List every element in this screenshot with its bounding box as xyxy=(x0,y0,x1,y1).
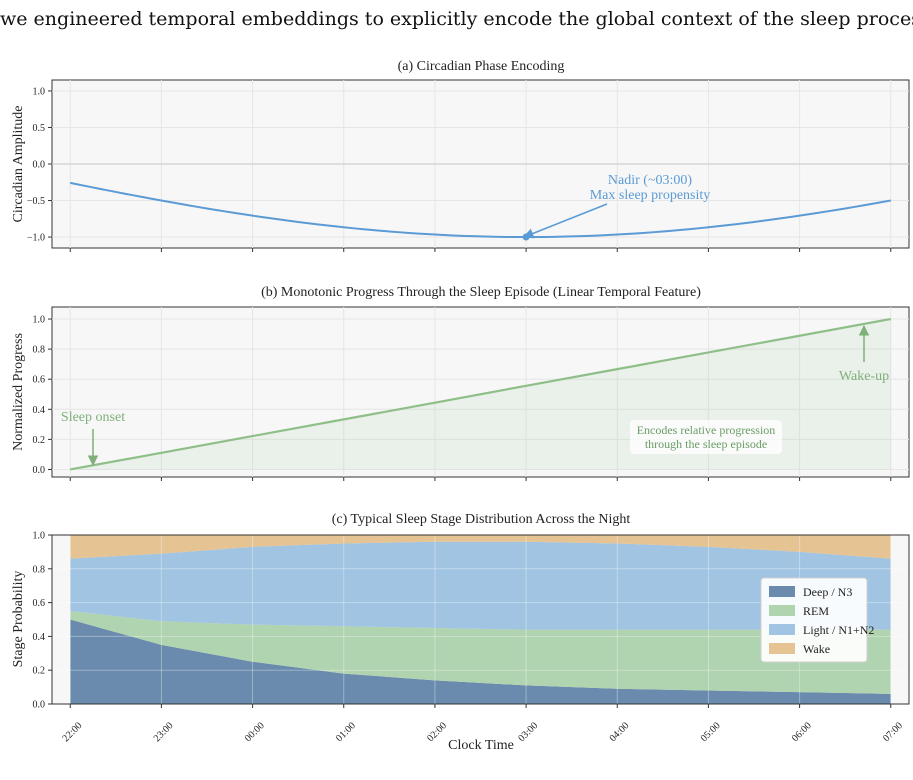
y-tick-label: 0.0 xyxy=(33,700,46,711)
nadir-arrow xyxy=(523,203,608,239)
x-tick-label: 05:00 xyxy=(699,720,723,744)
sleep-onset-label: Sleep onset xyxy=(61,410,125,425)
panel-c-stacked-areas xyxy=(70,535,891,704)
panel-c-ylabel: Stage Probability xyxy=(11,571,26,668)
panel-c: (c) Typical Sleep Stage Distribution Acr… xyxy=(11,512,910,753)
panel-b-y-ticks: 0.0 0.2 0.4 0.6 0.8 1.0 xyxy=(33,315,52,476)
legend-label: Light / N1+N2 xyxy=(803,623,874,637)
y-tick-label: 1.0 xyxy=(33,315,46,326)
x-tick-label: 04:00 xyxy=(608,720,632,744)
panel-c-legend: Deep / N3 REM Light / N1+N2 Wake xyxy=(760,577,874,663)
y-tick-label: 0.4 xyxy=(33,405,46,416)
y-tick-label: 0.2 xyxy=(33,666,46,677)
x-tick-label: 23:00 xyxy=(152,720,176,744)
legend-label: Wake xyxy=(803,642,830,656)
stage-area-deep-n3 xyxy=(70,619,891,704)
x-tick-label: 00:00 xyxy=(243,720,267,744)
panel-a: (a) Circadian Phase Encoding −1.0 −0.5 0.0… xyxy=(11,59,910,252)
x-tick-label: 01:00 xyxy=(334,720,358,744)
circadian-line xyxy=(70,181,891,239)
legend-label: REM xyxy=(803,604,829,618)
y-tick-label: 0.2 xyxy=(33,435,46,446)
panel-a-y-ticks: −1.0 −0.5 0.0 0.5 1.0 xyxy=(27,86,52,244)
x-tick-label: 22:00 xyxy=(61,720,85,744)
legend-swatch xyxy=(769,586,795,597)
stage-area-light-n1-n2 xyxy=(70,541,891,630)
y-tick-label: 0.8 xyxy=(33,564,46,575)
caption-text: we engineered temporal embeddings to exp… xyxy=(0,8,913,30)
x-tick-label: 02:00 xyxy=(425,720,449,744)
panel-a-ylabel: Circadian Amplitude xyxy=(11,105,26,222)
legend-label: Deep / N3 xyxy=(803,585,852,599)
progress-note-line1: Encodes relative progression xyxy=(637,423,776,437)
y-tick-label: 0.5 xyxy=(33,123,46,134)
y-tick-label: 0.4 xyxy=(33,632,46,643)
legend-swatch xyxy=(769,643,795,654)
y-tick-label: 1.0 xyxy=(33,86,46,97)
x-axis-label: Clock Time xyxy=(448,738,514,753)
panel-c-y-ticks: 0.0 0.2 0.4 0.6 0.8 1.0 xyxy=(33,531,52,711)
progress-note-line2: through the sleep episode xyxy=(645,437,767,451)
y-tick-label: −1.0 xyxy=(27,233,45,244)
y-tick-label: −0.5 xyxy=(27,196,45,207)
panel-c-title: (c) Typical Sleep Stage Distribution Acr… xyxy=(332,512,631,527)
nadir-annotation-line2: Max sleep propensity xyxy=(590,188,711,203)
y-tick-label: 0.6 xyxy=(33,375,46,386)
progress-note-box xyxy=(630,420,782,454)
y-tick-label: 0.6 xyxy=(33,598,46,609)
x-tick-label: 06:00 xyxy=(790,720,814,744)
y-tick-label: 0.8 xyxy=(33,345,46,356)
stage-area-rem xyxy=(70,611,891,694)
panel-a-x-ticks xyxy=(69,248,892,252)
progress-line xyxy=(70,317,891,471)
nadir-annotation-line1: Nadir (~03:00) xyxy=(608,173,693,188)
panel-b-gridlines xyxy=(52,307,909,477)
panel-b-title: (b) Monotonic Progress Through the Sleep… xyxy=(261,285,701,300)
panel-b: (b) Monotonic Progress Through the Sleep… xyxy=(11,285,910,481)
legend-swatch xyxy=(769,624,795,635)
y-tick-label: 1.0 xyxy=(33,531,46,542)
panel-b-x-ticks xyxy=(69,477,892,481)
panel-c-frame-outline xyxy=(51,534,910,705)
panel-b-ylabel: Normalized Progress xyxy=(11,333,26,451)
panel-a-title: (a) Circadian Phase Encoding xyxy=(398,59,565,74)
wake-up-label: Wake-up xyxy=(839,369,889,384)
y-tick-label: 0.0 xyxy=(33,465,46,476)
y-tick-label: 0.0 xyxy=(33,160,46,171)
legend-box xyxy=(760,577,868,663)
stage-area-wake xyxy=(70,535,891,559)
x-tick-label: 03:00 xyxy=(516,720,540,744)
x-tick-label: 07:00 xyxy=(881,720,905,744)
legend-swatch xyxy=(769,605,795,616)
